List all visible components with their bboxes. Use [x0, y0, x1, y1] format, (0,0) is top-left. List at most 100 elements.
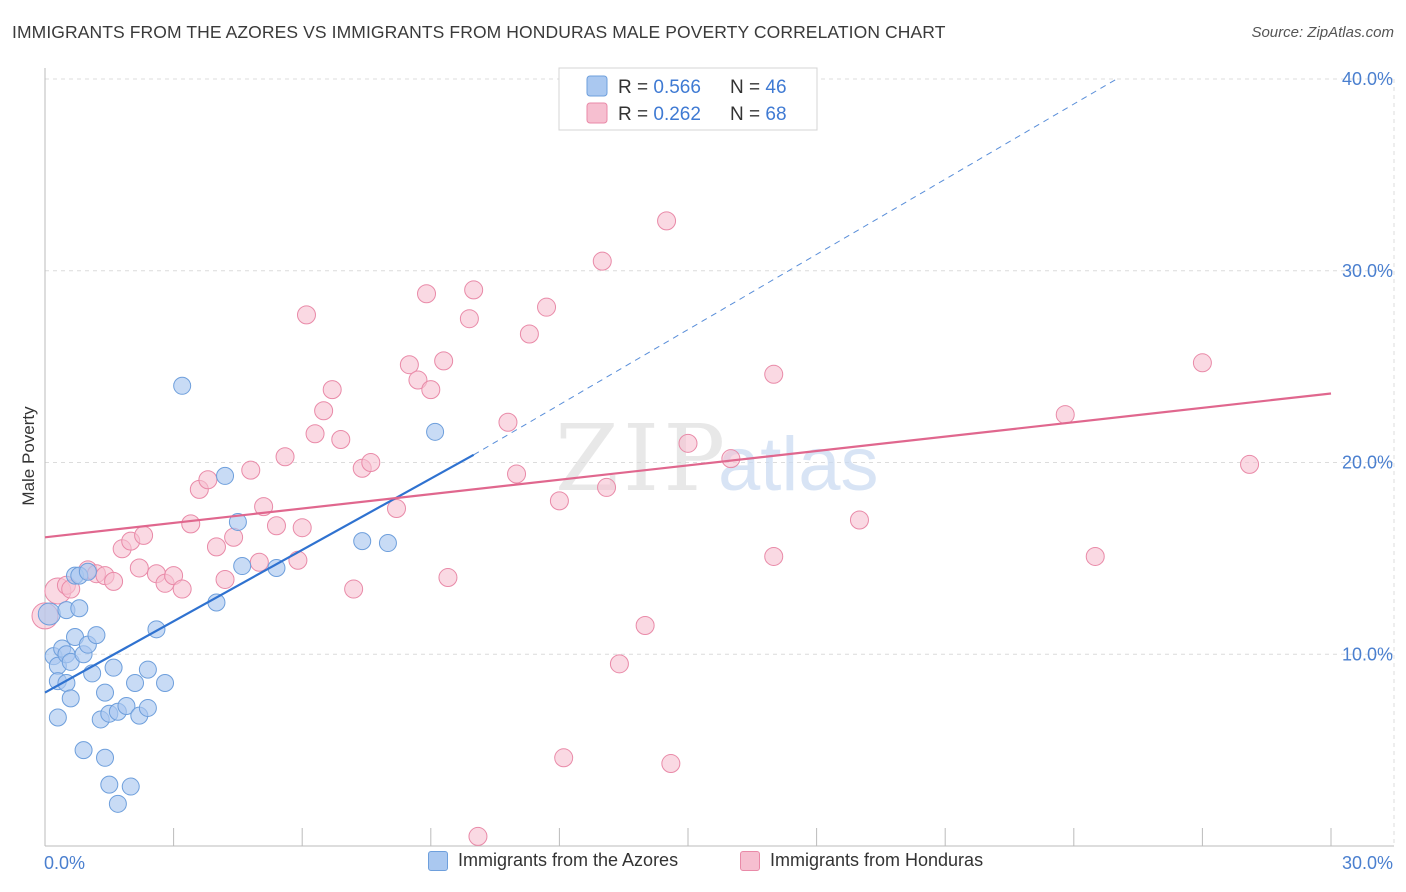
legend-top: R = 0.566 N = 46 R = 0.262 N = 68 [558, 67, 818, 131]
azores-point [228, 512, 247, 531]
legend-item-azores: Immigrants from the Azores [428, 850, 678, 871]
honduras-point [241, 460, 261, 480]
honduras-point [399, 355, 419, 375]
legend-n-value-1: 46 [765, 77, 786, 98]
azores-point [37, 602, 61, 626]
honduras-point [181, 514, 201, 534]
honduras-point [361, 453, 381, 472]
azores-point [96, 748, 115, 767]
honduras-point [554, 748, 574, 768]
honduras-point [266, 516, 286, 536]
honduras-point [296, 305, 316, 325]
honduras-point [249, 552, 269, 572]
honduras-point [468, 826, 488, 846]
honduras-point [164, 566, 184, 586]
honduras-trend-line [44, 392, 1332, 539]
honduras-point [849, 510, 869, 530]
honduras-point [215, 569, 235, 589]
honduras-point [519, 324, 539, 344]
azores-point [173, 376, 192, 395]
azores-point [233, 557, 252, 576]
honduras-point [1085, 546, 1105, 566]
y-tick-label-3: 40.0% [1342, 69, 1393, 89]
trend-lines [44, 78, 1332, 694]
honduras-point [198, 470, 218, 490]
honduras-point [464, 280, 484, 300]
honduras-point [104, 571, 124, 591]
legend-r-value-1: 0.566 [653, 77, 701, 98]
honduras-point [1055, 405, 1075, 425]
honduras-point [764, 546, 784, 566]
legend-swatch-azores [428, 850, 448, 871]
azores-point [216, 466, 235, 485]
source-credit: Source: ZipAtlas.com [1251, 24, 1394, 41]
honduras-point [635, 615, 655, 635]
azores-point [117, 697, 136, 716]
legend-item-honduras: Immigrants from Honduras [740, 850, 983, 871]
azores-point [426, 422, 445, 441]
legend-n-label-1: N = [730, 77, 765, 98]
azores-point [87, 626, 106, 645]
honduras-point [459, 309, 479, 329]
svg-text:N = 46: N = 46 [730, 77, 787, 98]
honduras-point [408, 370, 428, 390]
svg-text:N = 68: N = 68 [730, 104, 787, 125]
azores-point [156, 674, 175, 693]
legend-n-value-2: 68 [765, 104, 786, 125]
honduras-point [657, 211, 677, 231]
legend-top-swatch-azores [586, 75, 608, 97]
legend-label-honduras: Immigrants from Honduras [770, 850, 984, 870]
azores-point [48, 708, 67, 727]
azores-point [108, 794, 127, 813]
azores-point [378, 534, 397, 553]
honduras-point [721, 449, 741, 469]
honduras-point [417, 284, 437, 304]
azores-point [104, 658, 123, 677]
legend-n-label-2: N = [730, 104, 765, 125]
watermark: ZIP atlas [555, 405, 879, 512]
honduras-point [537, 297, 557, 317]
y-tick-label-1: 20.0% [1342, 453, 1393, 473]
honduras-point [1192, 353, 1212, 373]
honduras-point [507, 464, 527, 484]
legend-r-value-2: 0.262 [653, 104, 701, 125]
azores-trend-extension [473, 78, 1117, 456]
tick-labels: 10.0% 20.0% 30.0% 40.0% 0.0% 30.0% [44, 69, 1393, 873]
legend-r-label-2: R = [618, 104, 653, 125]
honduras-point [206, 537, 226, 557]
azores-point [138, 660, 157, 679]
series-azores-points [37, 376, 445, 813]
watermark-atlas: atlas [718, 422, 879, 507]
legend-label-azores: Immigrants from the Azores [458, 850, 679, 870]
azores-trend-line [44, 453, 475, 694]
y-axis-label: Male Poverty [19, 406, 38, 506]
legend-top-swatch-honduras [586, 102, 608, 124]
legend-r-label-1: R = [618, 77, 653, 98]
honduras-point [421, 380, 441, 400]
azores-point [100, 775, 119, 794]
series-honduras-points [31, 211, 1260, 846]
azores-point [96, 683, 115, 702]
honduras-point [434, 351, 454, 371]
honduras-point [609, 654, 629, 674]
honduras-point [305, 424, 325, 444]
honduras-point [314, 401, 334, 421]
y-tick-label-0: 10.0% [1342, 644, 1393, 664]
honduras-point [438, 568, 458, 588]
honduras-point [288, 550, 308, 570]
honduras-point [344, 579, 364, 599]
x-tick-label-0: 0.0% [44, 853, 85, 873]
x-tick-label-1: 30.0% [1342, 853, 1393, 873]
watermark-zip: ZIP [555, 405, 729, 512]
honduras-point [597, 477, 617, 497]
honduras-point [172, 579, 192, 599]
honduras-point [1240, 454, 1260, 474]
azores-point [353, 532, 372, 551]
honduras-point [134, 525, 154, 545]
honduras-point [129, 558, 149, 578]
honduras-point [661, 754, 681, 774]
honduras-point [549, 491, 569, 511]
azores-point [74, 741, 93, 760]
honduras-point [292, 518, 312, 538]
